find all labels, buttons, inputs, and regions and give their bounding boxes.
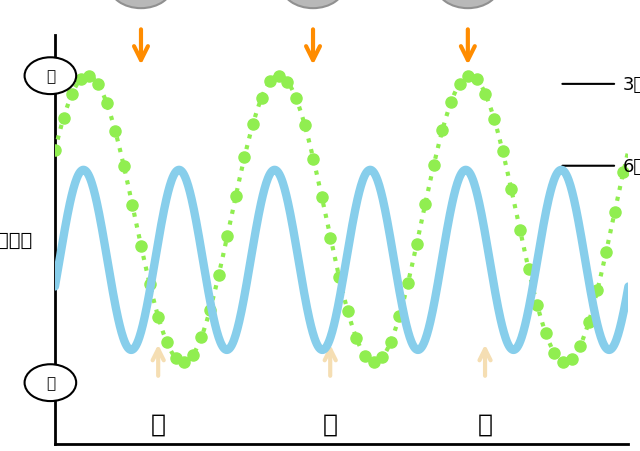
Text: 3食: 3食 [623, 76, 640, 94]
Circle shape [436, 0, 499, 9]
Text: 低: 低 [46, 375, 55, 390]
Circle shape [24, 58, 76, 95]
Text: 🍎: 🍎 [323, 412, 338, 436]
Text: 高: 高 [46, 69, 55, 84]
Text: 6食: 6食 [623, 157, 640, 175]
Text: 🍎: 🍎 [150, 412, 166, 436]
Text: 血糖値: 血糖値 [0, 230, 33, 249]
Text: 🍎: 🍎 [477, 412, 493, 436]
Circle shape [24, 364, 76, 401]
Circle shape [282, 0, 344, 9]
Circle shape [109, 0, 173, 9]
